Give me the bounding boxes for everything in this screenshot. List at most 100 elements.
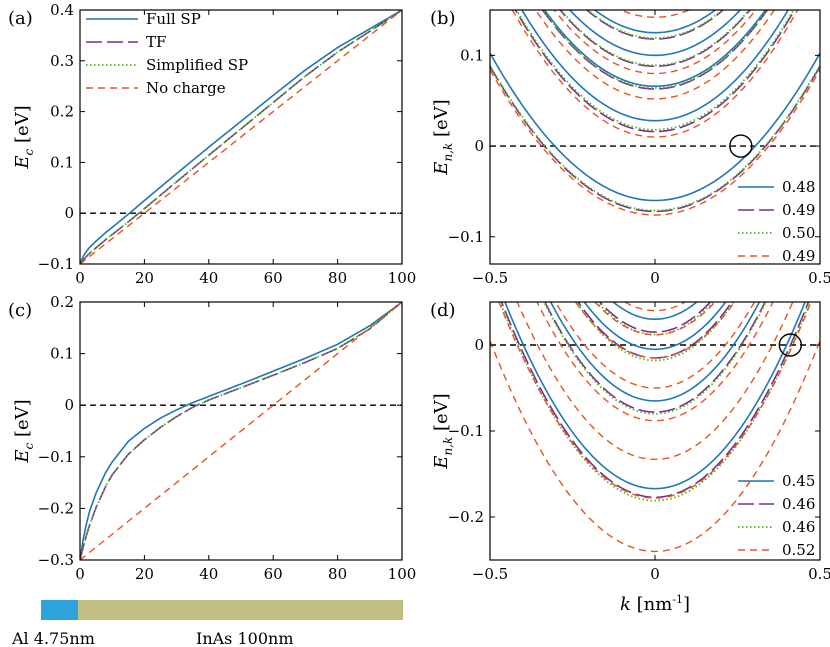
series-line-simplified-sp bbox=[80, 302, 402, 560]
band-curve bbox=[514, 10, 796, 133]
al-label: Al 4.75nm bbox=[11, 629, 95, 647]
y-axis-subscript: n,k bbox=[441, 437, 455, 456]
band-curve bbox=[543, 302, 767, 415]
band-curve bbox=[511, 10, 799, 138]
k-close: ] bbox=[683, 594, 690, 615]
band-curve bbox=[574, 302, 736, 359]
y-tick-label: −0.2 bbox=[448, 508, 484, 526]
band-curve bbox=[544, 302, 766, 413]
y-tick-label: −0.2 bbox=[38, 499, 74, 517]
band-curve bbox=[515, 10, 795, 131]
legend-value: 0.50 bbox=[782, 224, 815, 242]
y-tick-label: 0.1 bbox=[50, 153, 74, 171]
axes-frame bbox=[489, 301, 821, 561]
band-curve bbox=[490, 69, 820, 216]
panel-c: 0 20 40 60 80 100 −0.3 −0.2 −0.1 0 0.1 0.2 (c) Ec [eV… bbox=[8, 293, 416, 583]
y-tick-label: 0.2 bbox=[50, 293, 74, 311]
x-tick-label: 60 bbox=[264, 269, 283, 287]
y-axis-symbol: E bbox=[431, 456, 452, 470]
panel-label: (c) bbox=[8, 300, 32, 321]
x-tick-label: 0 bbox=[75, 565, 85, 583]
x-tick-label: 20 bbox=[135, 269, 154, 287]
legend-value: 0.45 bbox=[782, 472, 815, 490]
y-axis-subscript: c bbox=[22, 149, 36, 156]
panel-label: (b) bbox=[430, 8, 456, 29]
y-tick-label: 0.4 bbox=[50, 1, 74, 19]
legend-value: 0.46 bbox=[782, 518, 815, 536]
band-curve bbox=[554, 302, 756, 389]
k-axis-label: k [nm-1] bbox=[620, 593, 690, 615]
y-tick-label: 0 bbox=[64, 204, 74, 222]
x-tick-label: −0.5 bbox=[472, 269, 508, 287]
legend-b: 0.48 0.49 0.50 0.49 bbox=[738, 178, 815, 265]
y-axis-subscript: n,k bbox=[441, 143, 455, 162]
y-axis-unit: [eV] bbox=[12, 399, 33, 442]
y-axis-label: Ec [eV] bbox=[12, 105, 36, 169]
band-curve bbox=[490, 52, 820, 202]
x-tick-label: 0 bbox=[650, 565, 660, 583]
plot-area bbox=[80, 10, 402, 264]
y-tick-label: 0 bbox=[474, 336, 484, 354]
x-tick-label: 80 bbox=[328, 565, 347, 583]
band-curve bbox=[612, 302, 698, 321]
y-tick-label: −0.1 bbox=[38, 255, 74, 273]
legend-a: Full SP TF Simplified SP No charge bbox=[86, 10, 248, 97]
y-axis-label: En,k [eV] bbox=[431, 99, 455, 175]
x-tick-label: 0.5 bbox=[808, 269, 830, 287]
y-tick-label: 0.1 bbox=[460, 46, 484, 64]
band-curve bbox=[549, 302, 761, 402]
fermi-crossing-marker bbox=[729, 134, 753, 158]
x-tick-label: 100 bbox=[388, 565, 417, 583]
panel-label: (a) bbox=[8, 8, 33, 29]
plot-area bbox=[490, 10, 820, 216]
band-curve bbox=[542, 10, 768, 89]
y-tick-label: 0.2 bbox=[50, 103, 74, 121]
y-axis-label: Ec [eV] bbox=[12, 399, 36, 463]
y-tick-label: 0 bbox=[474, 137, 484, 155]
y-axis-label: En,k [eV] bbox=[431, 393, 455, 469]
al-layer bbox=[41, 600, 78, 620]
y-tick-label: 0.3 bbox=[50, 52, 74, 70]
series-line-no-charge bbox=[80, 302, 402, 560]
plot-area bbox=[80, 302, 402, 560]
band-curve bbox=[598, 302, 712, 333]
panel-b: −0.5 0 0.5 −0.1 0 0.1(b) En,k [eV] bbox=[430, 8, 830, 287]
y-axis-subscript: c bbox=[22, 443, 36, 450]
band-curve bbox=[593, 10, 717, 34]
series-line-no-charge bbox=[80, 10, 402, 264]
panel-a: 0 20 40 60 80 100−0.100.10.20.30.4(a)Ec [eV] bbox=[8, 1, 416, 287]
band-curve bbox=[541, 10, 769, 90]
y-tick-label: −0.1 bbox=[448, 422, 484, 440]
k-unit: [nm bbox=[637, 594, 673, 615]
fermi-crossing-marker bbox=[778, 333, 802, 357]
x-tick-label: 0 bbox=[75, 269, 85, 287]
band-curve bbox=[543, 10, 767, 88]
legend-value: 0.46 bbox=[782, 495, 815, 513]
k-symbol: k bbox=[620, 594, 637, 615]
y-axis-unit: [eV] bbox=[12, 105, 33, 148]
y-axis-symbol: E bbox=[12, 450, 33, 464]
band-curve bbox=[520, 10, 790, 122]
legend-label: Full SP bbox=[146, 10, 201, 28]
y-tick-label: 0 bbox=[64, 396, 74, 414]
y-tick-label: −0.3 bbox=[38, 551, 74, 569]
band-curve bbox=[568, 10, 742, 57]
series-line-full-sp bbox=[80, 302, 402, 560]
material-bar: Al 4.75nm InAs 100nm bbox=[11, 600, 403, 647]
x-tick-label: 40 bbox=[199, 565, 218, 583]
band-curve bbox=[500, 302, 810, 499]
y-axis-unit: [eV] bbox=[431, 99, 452, 142]
y-tick-label: −0.1 bbox=[38, 448, 74, 466]
x-tick-label: 80 bbox=[328, 269, 347, 287]
inas-label: InAs 100nm bbox=[196, 629, 294, 647]
axes-frame bbox=[79, 301, 403, 561]
band-curve bbox=[498, 302, 812, 499]
legend-label: TF bbox=[146, 33, 166, 51]
series-line-simplified-sp bbox=[80, 10, 402, 264]
axes-frame bbox=[79, 9, 403, 265]
y-tick-label: −0.1 bbox=[448, 228, 484, 246]
band-curve bbox=[583, 302, 727, 351]
k-exponent: -1 bbox=[672, 593, 683, 606]
x-tick-label: 40 bbox=[199, 269, 218, 287]
